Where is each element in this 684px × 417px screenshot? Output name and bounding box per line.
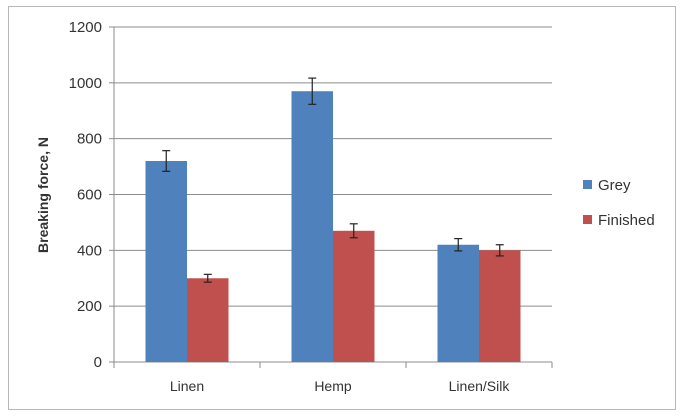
bar-grey xyxy=(437,244,479,362)
bar-finished xyxy=(187,278,229,362)
y-axis-title: Breaking force, N xyxy=(35,137,51,253)
x-tick-label: Linen xyxy=(170,378,204,394)
bar-grey xyxy=(291,91,333,362)
bar-finished xyxy=(479,250,521,362)
legend-swatch xyxy=(583,215,592,224)
y-tick-label: 400 xyxy=(77,242,102,259)
legend-label: Grey xyxy=(598,177,631,194)
bar-finished xyxy=(333,230,375,362)
legend-swatch xyxy=(583,180,592,189)
y-tick-label: 800 xyxy=(77,131,102,148)
chart-frame xyxy=(8,6,676,410)
bar-grey xyxy=(145,161,187,362)
legend-label: Finished xyxy=(598,212,655,229)
y-tick-label: 200 xyxy=(77,298,102,315)
x-tick-label: Hemp xyxy=(314,378,352,394)
y-tick-label: 600 xyxy=(77,187,102,204)
y-tick-label: 0 xyxy=(94,354,102,371)
x-tick-label: Linen/Silk xyxy=(449,378,511,394)
y-tick-label: 1200 xyxy=(69,19,102,36)
y-tick-label: 1000 xyxy=(69,75,102,92)
